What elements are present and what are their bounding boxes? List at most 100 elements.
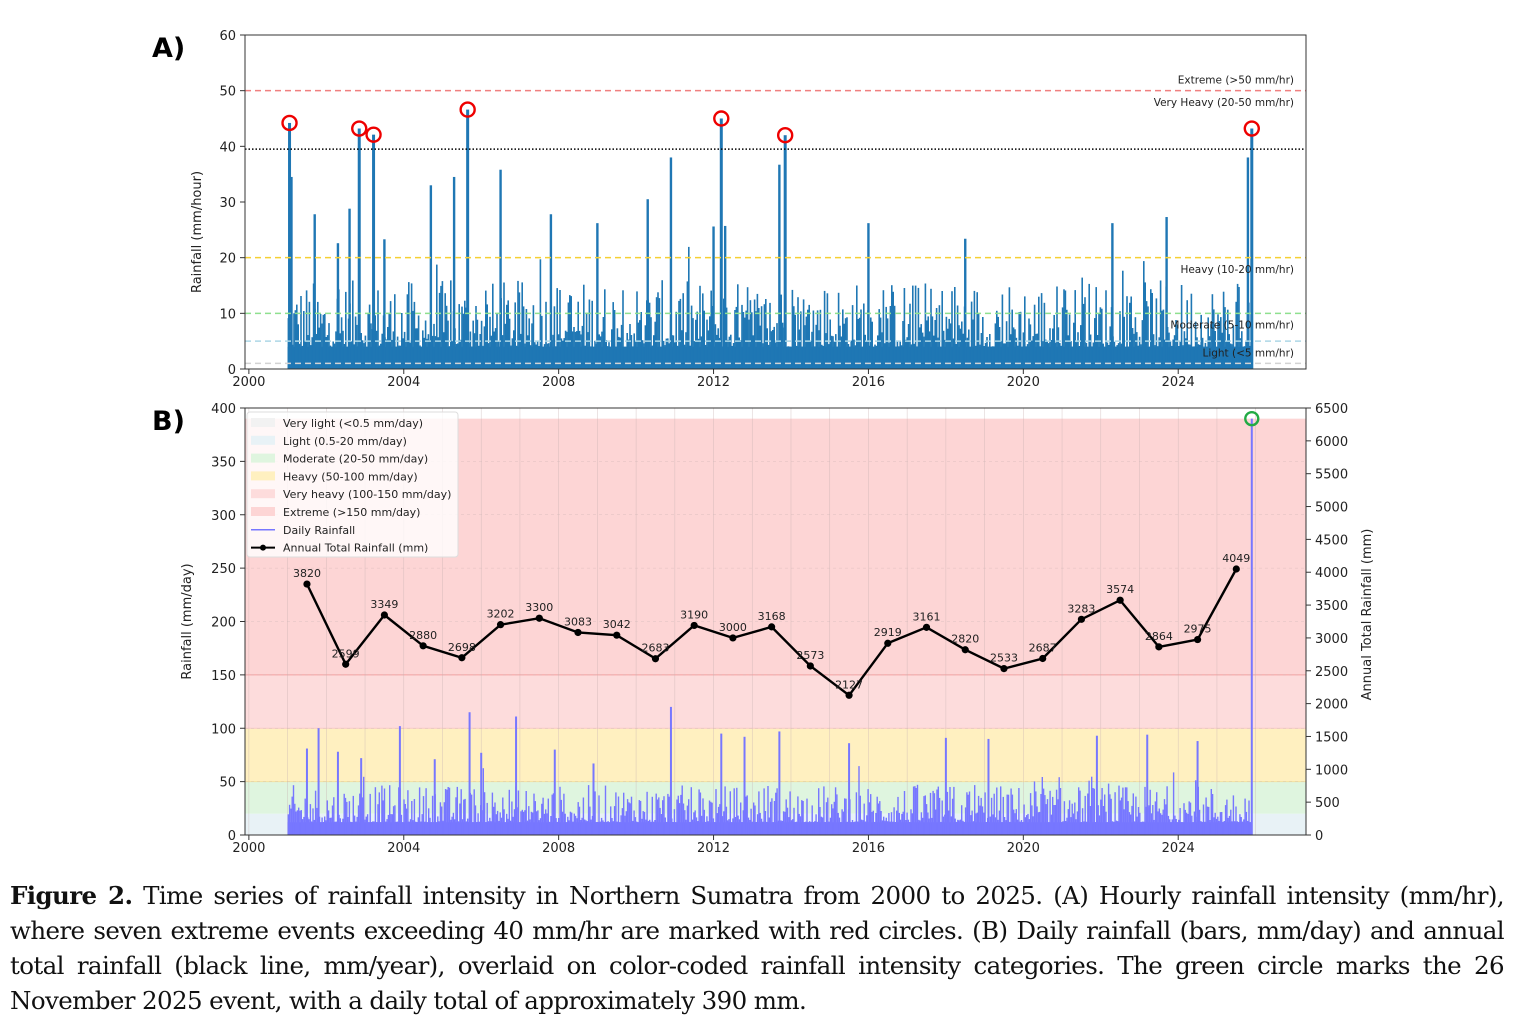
daily-bar <box>647 820 650 835</box>
hourly-bar <box>605 340 607 369</box>
daily-bar <box>871 811 873 835</box>
hourly-bar <box>305 290 308 369</box>
daily-bar <box>966 792 968 835</box>
daily-bar <box>295 811 297 835</box>
hourly-bar <box>686 281 689 369</box>
daily-bar <box>1071 803 1073 835</box>
daily-bar <box>905 820 907 835</box>
annual-total-point <box>961 646 969 654</box>
hourly-bar <box>326 335 329 369</box>
daily-bar <box>879 801 881 835</box>
daily-bar <box>811 805 813 835</box>
hourly-bar <box>667 338 669 369</box>
daily-bar <box>1248 800 1250 835</box>
caption-text: Time series of rainfall intensity in Nor… <box>10 881 1505 1015</box>
hourly-bar <box>479 334 481 369</box>
daily-bar <box>623 792 625 835</box>
hourly-bar <box>1014 329 1016 369</box>
hourly-bar <box>480 320 483 369</box>
hourly-bar <box>569 295 571 369</box>
daily-bar <box>909 822 911 835</box>
hourly-bar <box>863 303 865 369</box>
hourly-bar <box>1232 325 1235 369</box>
daily-bar <box>413 799 416 835</box>
hourly-bar <box>346 346 348 369</box>
hourly-bar <box>1158 337 1160 369</box>
hourly-bar <box>737 284 739 369</box>
event-marker <box>1244 410 1260 427</box>
daily-bar <box>912 786 915 835</box>
daily-bar <box>971 810 973 835</box>
hourly-bar <box>559 290 561 369</box>
daily-bar <box>1126 787 1128 835</box>
hourly-bar <box>1222 291 1225 369</box>
daily-bar <box>798 813 800 835</box>
daily-bar <box>686 805 689 835</box>
daily-bar <box>586 821 588 835</box>
daily-bar <box>824 822 826 835</box>
hourly-bar <box>1180 285 1183 369</box>
daily-bar <box>767 786 769 835</box>
hourly-bar-peak <box>499 169 502 369</box>
daily-bar <box>1187 813 1189 835</box>
daily-bar <box>1232 795 1235 835</box>
hourly-bar <box>916 346 918 369</box>
hourly-bar <box>1022 332 1025 369</box>
hourly-bar <box>973 290 976 369</box>
daily-bar <box>896 810 898 835</box>
daily-bar <box>1171 819 1173 835</box>
daily-bar <box>838 817 841 835</box>
daily-bar <box>684 810 686 835</box>
daily-bar <box>409 819 412 835</box>
annual-total-point <box>845 691 853 699</box>
daily-bar <box>837 812 839 835</box>
hourly-bar <box>1001 294 1004 369</box>
hourly-bar <box>1192 346 1194 369</box>
daily-bar <box>964 807 967 835</box>
hourly-bar <box>791 289 794 369</box>
hourly-bar <box>342 330 344 369</box>
hourly-bar <box>912 285 914 369</box>
hourly-bar <box>707 330 710 369</box>
hourly-bar <box>1225 340 1228 369</box>
hourly-bar <box>616 328 619 369</box>
hourly-bar <box>475 306 477 369</box>
hourly-bar <box>583 284 585 369</box>
daily-bar <box>658 797 660 835</box>
daily-bar <box>1042 788 1045 835</box>
daily-bar <box>1209 820 1211 835</box>
daily-bar <box>363 776 365 835</box>
daily-bar <box>407 790 409 835</box>
hourly-bar <box>786 346 788 369</box>
daily-bar <box>1183 803 1185 835</box>
daily-bar <box>322 822 325 835</box>
hourly-bar <box>444 293 446 369</box>
hourly-bar <box>651 345 654 369</box>
hourly-bar <box>1218 321 1221 369</box>
daily-bar <box>1222 821 1224 835</box>
hourly-bar <box>517 280 519 369</box>
daily-bar <box>357 805 360 835</box>
daily-bar <box>1052 796 1054 835</box>
hourly-bar <box>584 345 586 369</box>
daily-bar <box>933 793 936 835</box>
hourly-bar <box>682 293 684 369</box>
daily-bar <box>949 787 951 835</box>
band-label: Very Heavy (20-50 mm/hr) <box>1154 97 1294 109</box>
y-tick-label-b: 250 <box>211 562 236 577</box>
hourly-bar <box>952 338 955 369</box>
daily-bar <box>975 813 977 835</box>
hourly-bar <box>808 304 810 369</box>
daily-bar <box>880 811 882 835</box>
daily-bar <box>915 788 917 835</box>
daily-bar <box>438 821 440 835</box>
figure-caption: Figure 2. Time series of rainfall intens… <box>10 878 1505 1018</box>
hourly-bar <box>1096 335 1099 369</box>
daily-bar <box>1224 805 1227 835</box>
hourly-bar <box>689 345 691 369</box>
daily-bar-peak <box>720 733 723 835</box>
daily-bar-peak <box>987 738 990 835</box>
daily-bar <box>528 806 530 835</box>
daily-bar <box>1156 792 1158 835</box>
hourly-bar <box>368 304 371 369</box>
